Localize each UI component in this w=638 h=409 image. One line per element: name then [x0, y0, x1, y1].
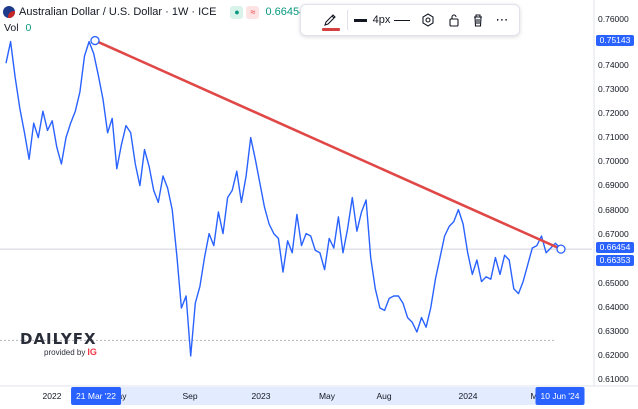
x-tick: Sep: [182, 391, 198, 401]
x-tick: 2023: [251, 391, 271, 401]
line-color-swatch[interactable]: [322, 28, 340, 31]
x-tick: 2022: [42, 391, 62, 401]
delete-button[interactable]: [467, 5, 489, 35]
x-tick: M: [530, 391, 538, 401]
line-width-icon: [353, 18, 367, 22]
dailyfx-logo-b: FX: [72, 330, 97, 348]
current-price-tag: 0.66454: [596, 242, 634, 253]
dailyfx-logo: DAILYFX: [20, 330, 97, 348]
trendline-end-date-tag: 10 Jun '24: [535, 387, 585, 405]
trash-icon: [474, 14, 482, 27]
toolbar-separator: [347, 10, 348, 30]
volume-label: Vol: [4, 22, 19, 34]
provided-by-ig: provided by IG: [44, 347, 97, 357]
x-range-highlight: [118, 387, 536, 405]
trendline[interactable]: [93, 39, 563, 251]
lock-button[interactable]: [443, 5, 465, 35]
y-tick: 0.63000: [598, 326, 629, 336]
y-tick: 0.69000: [598, 180, 629, 190]
y-tick: 0.71000: [598, 132, 629, 142]
settings-button[interactable]: [417, 5, 439, 35]
market-status-icon[interactable]: ●: [230, 5, 244, 19]
more-icon[interactable]: ⋯: [495, 12, 509, 27]
volume-value: 0: [25, 22, 32, 34]
provided-by-text: provided by: [44, 348, 86, 357]
trendline-start-anchor[interactable]: [90, 35, 100, 46]
y-tick: 0.70000: [598, 156, 629, 166]
symbol-header: Australian Dollar / U.S. Dollar · 1W · I…: [0, 3, 305, 21]
last-price: 0.66454: [265, 6, 306, 18]
trendline-end-anchor[interactable]: [556, 244, 566, 254]
line-style-icon: [394, 19, 410, 21]
y-tick: 0.65000: [598, 278, 629, 288]
data-mode-icon[interactable]: ≈: [246, 5, 260, 19]
symbol-title[interactable]: Australian Dollar / U.S. Dollar · 1W · I…: [19, 6, 217, 18]
y-tick: 0.76000: [598, 14, 629, 24]
settings-icon: [422, 13, 434, 27]
y-tick: 0.62000: [598, 350, 629, 360]
dailyfx-logo-a: DAILY: [20, 330, 73, 348]
y-tick: 0.74000: [598, 60, 629, 70]
x-tick: ay: [117, 391, 127, 401]
lock-icon: [449, 14, 459, 27]
y-tick: 0.61000: [598, 374, 629, 384]
line-width-label: 4px: [372, 14, 391, 26]
aud-usd-flag-icon: [3, 6, 15, 18]
ig-logo: IG: [87, 347, 97, 357]
x-tick: May: [318, 391, 336, 401]
y-tick: 0.68000: [598, 205, 629, 215]
x-tick: Aug: [376, 391, 392, 401]
line-style-selector[interactable]: [391, 5, 413, 35]
x-tick: 2024: [458, 391, 478, 401]
y-tick: 0.72000: [598, 108, 629, 118]
previous-price-tag: 0.66353: [596, 255, 634, 266]
volume-legend: Vol 0: [4, 22, 31, 34]
y-tick: 0.64000: [598, 302, 629, 312]
trendline-start-date-tag: 21 Mar '22: [71, 387, 121, 405]
pencil-icon[interactable]: [317, 5, 343, 35]
line-width-selector[interactable]: 4px: [347, 5, 397, 35]
price-series-line: [5, 40, 561, 357]
y-tick: 0.73000: [598, 84, 629, 94]
trendline-start-price-tag: 0.75143: [596, 35, 634, 46]
drawing-toolbar: 4px ⋯: [300, 4, 520, 36]
y-tick: 0.67000: [598, 229, 629, 239]
